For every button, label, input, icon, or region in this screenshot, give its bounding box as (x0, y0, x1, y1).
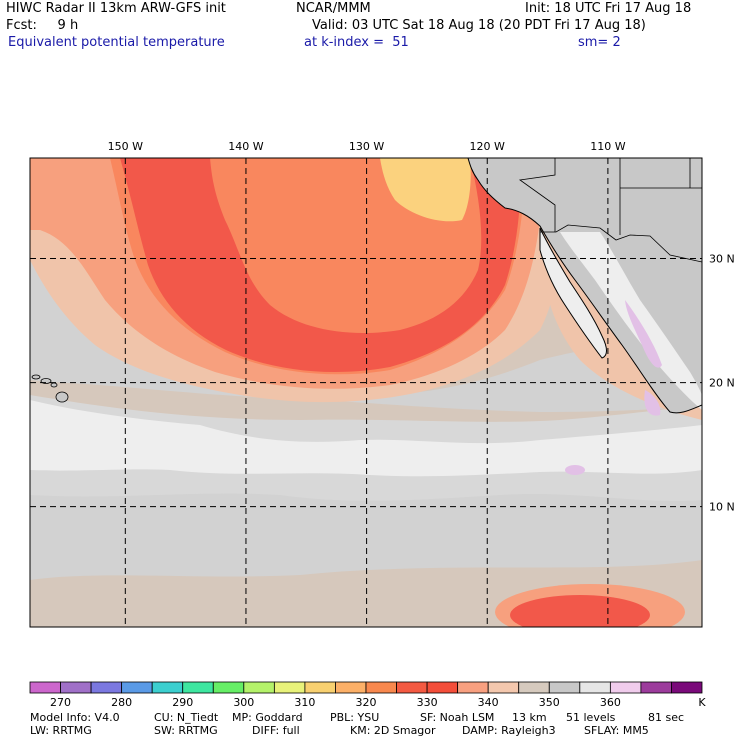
border-state-west (518, 158, 556, 232)
field-band-white (30, 400, 702, 477)
lat-lon-grid (30, 158, 702, 627)
colorbar-tick-labels: 270 280 290 300 310 320 330 340 350 360 K (50, 696, 706, 709)
longitude-label: 120 W (470, 140, 505, 153)
footer-mp: MP: Goddard (232, 711, 303, 724)
footer-sf: SF: Noah LSM (420, 711, 495, 724)
footer-sflay: SFLAY: MM5 (584, 724, 649, 737)
colorbar-swatch (487, 681, 520, 694)
colorbar-swatch (365, 681, 397, 694)
colorbar-tick-label: 300 (233, 696, 254, 709)
colorbar-swatch (579, 681, 611, 694)
footer-diff: DIFF: full (252, 724, 300, 737)
colorbar-swatch (212, 681, 245, 694)
colorbar-swatch (640, 681, 672, 694)
footer-levels: 51 levels (566, 711, 616, 724)
land-mexico-light (560, 232, 702, 410)
colorbar-swatches (29, 681, 703, 694)
field-level: at k-index = 51 (304, 35, 409, 50)
colorbar-swatch (335, 681, 367, 694)
theta-e-field (30, 158, 702, 627)
border-us-mexico (540, 224, 702, 263)
colorbar-tick-label: 340 (478, 696, 499, 709)
latitude-label: 10 N (709, 501, 735, 514)
colorbar-tick-label: 360 (600, 696, 621, 709)
colorbar-swatch (121, 681, 153, 694)
longitude-label: 150 W (108, 140, 143, 153)
colorbar-swatch (396, 681, 428, 694)
colorbar-swatch (548, 681, 581, 694)
footer-damp: DAMP: Rayleigh3 (462, 724, 556, 737)
field-lilac-south-mexico (644, 390, 661, 416)
footer-km: KM: 2D Smagor (350, 724, 436, 737)
footer-cu: CU: N_Tiedt (154, 711, 219, 724)
colorbar-swatch (273, 681, 306, 694)
land-north-america (468, 158, 702, 413)
colorbar-tick-label: 330 (417, 696, 438, 709)
field-yellow (380, 158, 471, 222)
colorbar-tick-label: 290 (172, 696, 193, 709)
latitude-labels: 30 N 20 N 10 N (709, 253, 735, 514)
title-forecast: Fcst: 9 h (6, 18, 79, 33)
title-model: HIWC Radar II 13km ARW-GFS init (6, 1, 226, 16)
map-frame (29, 157, 703, 628)
longitude-label: 130 W (349, 140, 384, 153)
colorbar-swatch (182, 681, 214, 694)
colorbar-swatch (243, 681, 275, 694)
longitude-label: 140 W (228, 140, 263, 153)
colorbar-swatch (90, 681, 123, 694)
colorbar-tick-label: K (698, 696, 706, 709)
title-init: Init: 18 UTC Fri 17 Aug 18 (525, 1, 692, 16)
colorbar-swatch (29, 681, 61, 694)
footer-timestep: 81 sec (648, 711, 685, 724)
field-lilac-mexico (625, 300, 662, 368)
footer-resolution: 13 km (512, 711, 547, 724)
footer-lw: LW: RRTMG (30, 724, 92, 737)
colorbar-tick-label: 270 (50, 696, 71, 709)
footer-model-info: Model Info: V4.0 (30, 711, 120, 724)
title-valid: Valid: 03 UTC Sat 18 Aug 18 (20 PDT Fri … (312, 18, 646, 33)
colorbar-tick-label: 320 (356, 696, 377, 709)
colorbar-swatch (151, 681, 184, 694)
coastline-baja (539, 227, 607, 359)
colorbar-tick-label: 280 (111, 696, 132, 709)
field-gray-south (30, 470, 702, 580)
colorbar-swatch (60, 681, 92, 694)
field-name: Equivalent potential temperature (8, 35, 225, 50)
colorbar-swatch (671, 681, 703, 694)
field-red-south (510, 595, 650, 627)
field-lilac-ocean (565, 465, 585, 475)
footer-pbl: PBL: YSU (330, 711, 380, 724)
colorbar-swatch (518, 681, 550, 694)
colorbar-tick-label: 310 (294, 696, 315, 709)
footer-sw: SW: RRTMG (154, 724, 218, 737)
longitude-labels: 150 W 140 W 130 W 120 W 110 W (108, 140, 626, 153)
longitude-label: 110 W (590, 140, 625, 153)
title-org: NCAR/MMM (296, 1, 371, 16)
colorbar-tick-label: 350 (539, 696, 560, 709)
latitude-label: 20 N (709, 377, 735, 390)
coastline-mainland (467, 158, 702, 414)
field-smoothing: sm= 2 (578, 35, 621, 50)
colorbar-swatch (426, 681, 459, 694)
colorbar-swatch (457, 681, 489, 694)
latitude-label: 30 N (709, 253, 735, 266)
colorbar-swatch (609, 681, 642, 694)
land-baja (540, 228, 607, 358)
colorbar-swatch (304, 681, 336, 694)
